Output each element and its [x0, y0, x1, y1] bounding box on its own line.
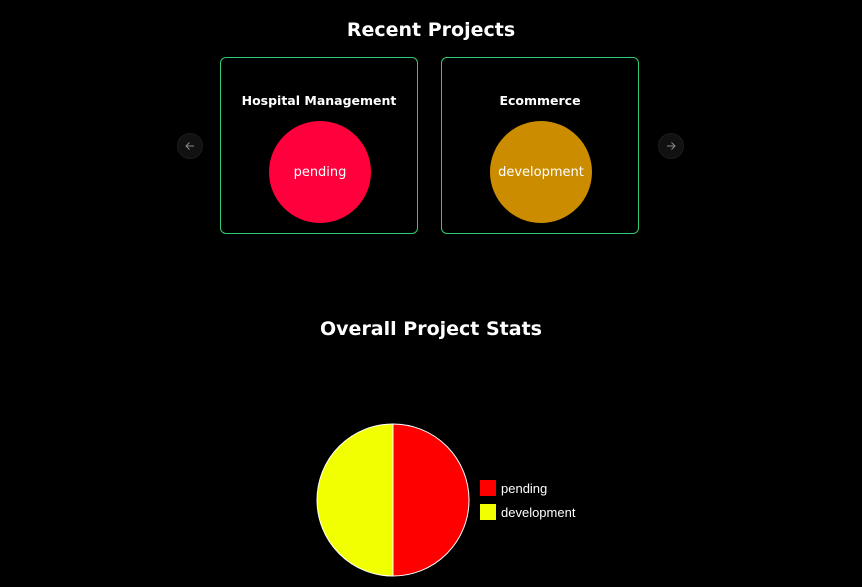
- project-card-title: Ecommerce: [499, 93, 581, 108]
- legend-label: pending: [501, 480, 548, 496]
- recent-projects-title: Recent Projects: [346, 19, 516, 41]
- legend-label: development: [501, 504, 576, 520]
- project-status-label: pending: [293, 164, 347, 180]
- project-card-title: Hospital Management: [241, 93, 397, 108]
- arrow-right-icon: [667, 142, 676, 150]
- carousel-prev-button[interactable]: [177, 133, 203, 159]
- project-status-label: development: [498, 164, 584, 180]
- legend-item-development[interactable]: development: [480, 504, 575, 520]
- pie-chart-legend: pending development: [480, 480, 575, 528]
- legend-swatch: [480, 504, 496, 520]
- pie-slice-pending[interactable]: [392, 423, 470, 577]
- project-stats-title: Overall Project Stats: [320, 318, 542, 340]
- legend-swatch: [480, 480, 496, 496]
- project-status-badge: development: [490, 121, 592, 223]
- project-card-hospital-management[interactable]: Hospital Management pending: [220, 57, 418, 234]
- legend-item-pending[interactable]: pending: [480, 480, 575, 496]
- pie-slice-development[interactable]: [316, 423, 394, 577]
- arrow-left-icon: [185, 142, 194, 150]
- carousel-next-button[interactable]: [658, 133, 684, 159]
- project-status-badge: pending: [269, 121, 371, 223]
- project-stats-pie-chart: [316, 423, 470, 577]
- project-card-ecommerce[interactable]: Ecommerce development: [441, 57, 639, 234]
